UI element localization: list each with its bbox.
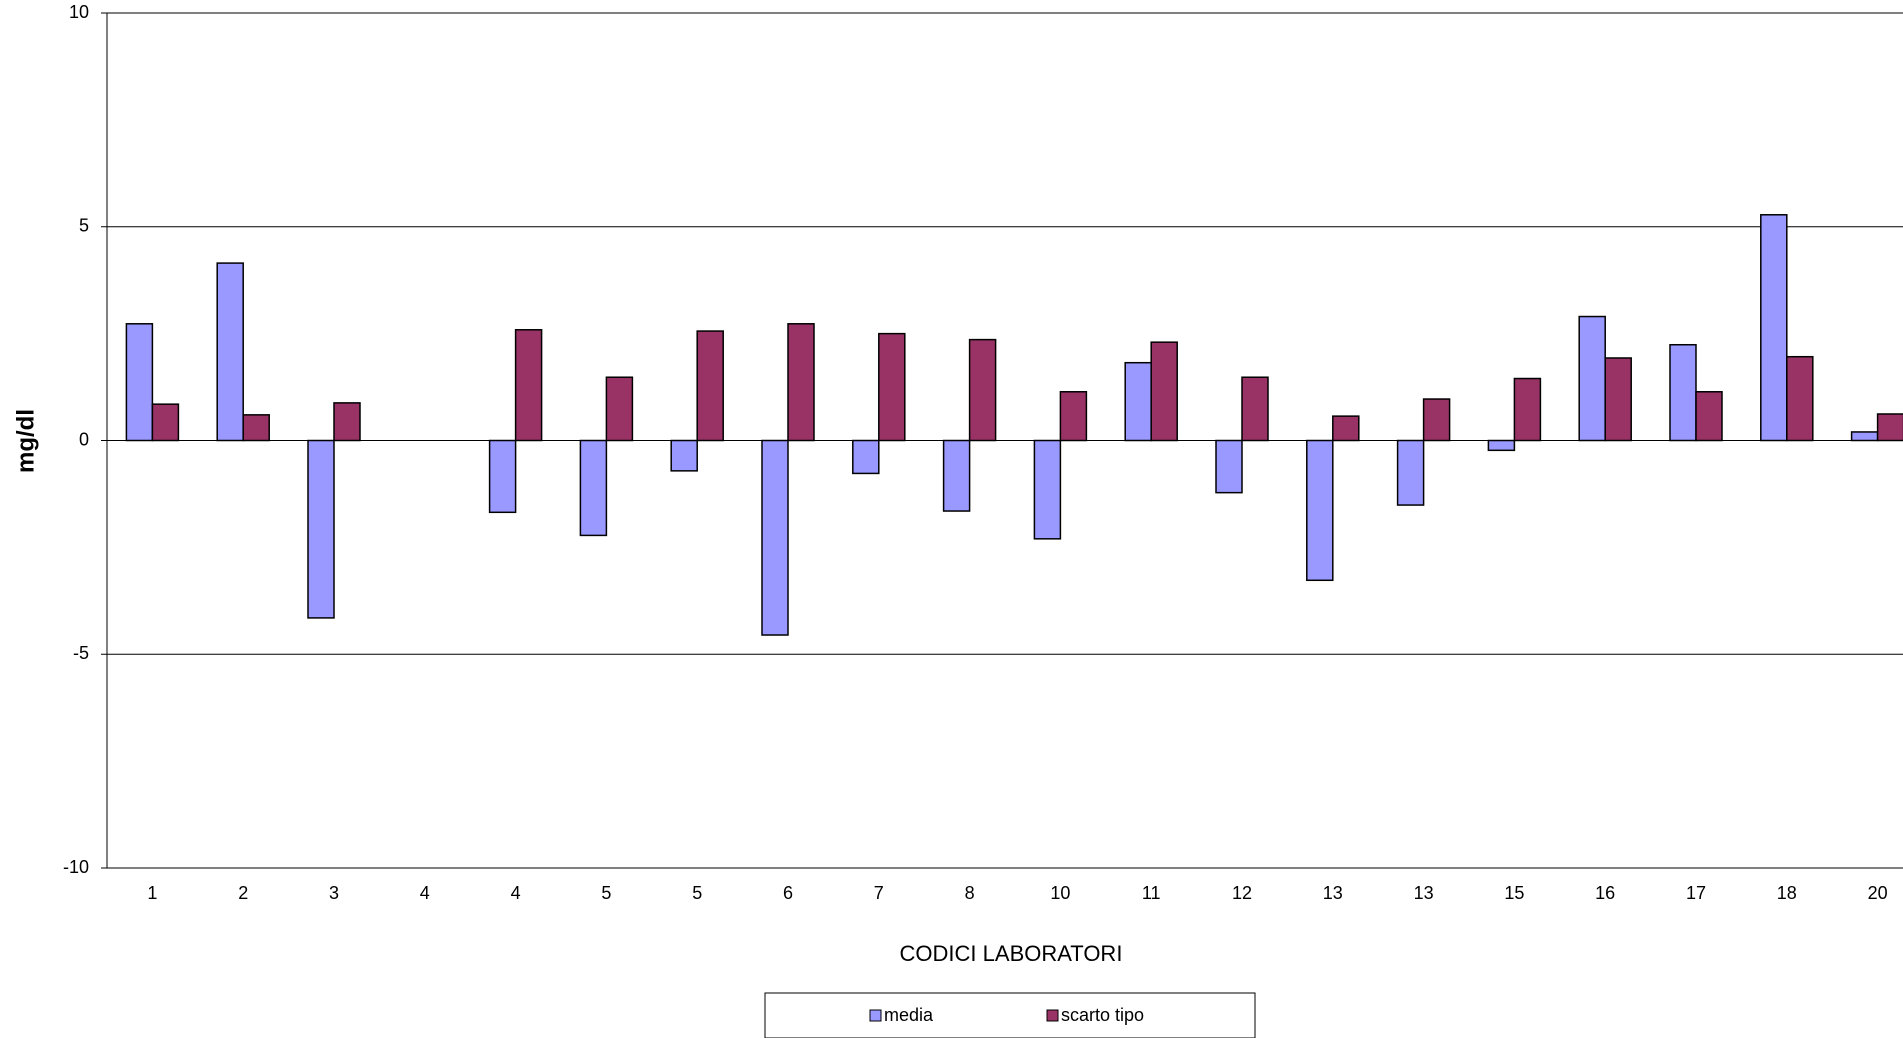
x-tick-label: 18 — [1777, 883, 1797, 903]
bar — [787, 323, 815, 442]
x-tick-label: 13 — [1323, 883, 1343, 903]
x-axis-title: CODICI LABORATORI — [900, 941, 1123, 966]
bar — [968, 338, 997, 442]
bar — [1124, 361, 1152, 442]
x-tick-label: 10 — [1050, 883, 1070, 903]
x-tick-label: 17 — [1686, 883, 1706, 903]
bar — [514, 329, 543, 442]
bar — [1669, 343, 1697, 442]
bar — [1150, 341, 1178, 442]
bar — [1422, 398, 1451, 442]
x-tick-label: 12 — [1232, 883, 1252, 903]
x-tick-label: 8 — [965, 883, 975, 903]
x-tick-label: 13 — [1414, 883, 1434, 903]
x-tick-label: 1 — [147, 883, 157, 903]
x-tick-label: 6 — [783, 883, 793, 903]
bar — [1578, 315, 1606, 442]
bar — [1760, 214, 1788, 442]
x-tick-label: 5 — [692, 883, 702, 903]
y-tick-label: 5 — [79, 216, 89, 236]
bar — [125, 323, 154, 442]
bar — [605, 376, 634, 442]
x-tick-label: 15 — [1504, 883, 1524, 903]
bar — [1604, 357, 1632, 442]
bar — [488, 439, 517, 514]
bar — [670, 439, 698, 472]
bar — [942, 439, 971, 512]
x-tick-label: 5 — [601, 883, 611, 903]
bar — [878, 332, 906, 442]
bar — [1332, 415, 1360, 442]
bar — [1396, 439, 1425, 506]
x-tick-label: 20 — [1868, 883, 1888, 903]
y-tick-label: 10 — [69, 2, 89, 22]
y-axis-title: mg/dl — [12, 409, 39, 473]
bar — [1033, 439, 1062, 540]
legend-swatch — [1046, 1009, 1059, 1022]
bar — [242, 414, 270, 442]
x-tick-label: 3 — [329, 883, 339, 903]
bar — [1306, 439, 1334, 582]
legend-swatch — [869, 1009, 882, 1022]
x-tick-label: 11 — [1142, 883, 1161, 903]
bar — [1850, 431, 1879, 442]
bar — [1487, 439, 1516, 452]
bar — [852, 439, 880, 475]
bar — [1513, 377, 1542, 442]
y-tick-label: -10 — [63, 857, 89, 877]
y-tick-label: 0 — [79, 429, 89, 449]
bar — [1241, 376, 1269, 442]
bar — [579, 439, 608, 537]
bar — [1876, 413, 1903, 442]
x-tick-label: 7 — [874, 883, 884, 903]
bar — [696, 330, 724, 442]
bar — [1215, 439, 1243, 494]
x-tick-label: 16 — [1595, 883, 1615, 903]
bar — [761, 439, 789, 636]
bar — [307, 439, 335, 619]
bar — [1786, 355, 1814, 442]
x-tick-label: 4 — [511, 883, 521, 903]
bar — [216, 262, 244, 442]
x-tick-label: 2 — [238, 883, 248, 903]
legend-label: scarto tipo — [1061, 1005, 1144, 1025]
legend-label: media — [884, 1005, 934, 1025]
bar — [333, 402, 361, 442]
legend-box — [764, 992, 1256, 1038]
bar — [1059, 391, 1088, 442]
bar — [151, 403, 180, 442]
x-tick-label: 4 — [420, 883, 430, 903]
bar — [1695, 391, 1723, 442]
y-tick-label: -5 — [73, 643, 89, 663]
